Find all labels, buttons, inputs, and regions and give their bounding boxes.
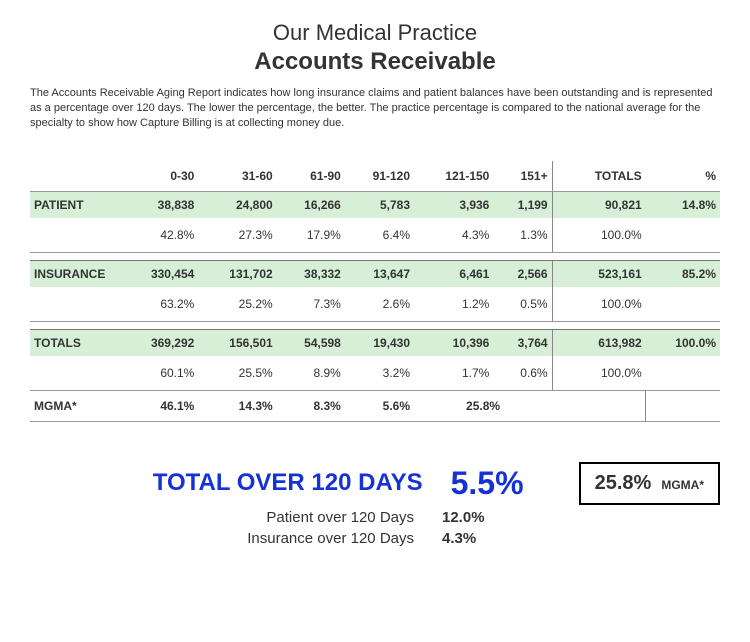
totals-pct-row: 60.1% 25.5% 8.9% 3.2% 1.7% 0.6% 100.0% (30, 356, 720, 391)
patient-label: PATIENT (30, 191, 120, 218)
totals-values-row: TOTALS 369,292 156,501 54,598 19,430 10,… (30, 329, 720, 356)
mgma-row: MGMA* 46.1% 14.3% 8.3% 5.6% 25.8% (30, 390, 720, 421)
col-pct: % (646, 161, 720, 192)
total-over-120-value: 5.5% (451, 465, 561, 502)
insurance-label: INSURANCE (30, 260, 120, 287)
col-151plus: 151+ (493, 161, 552, 192)
mgma-compare-value: 25.8% (595, 472, 652, 495)
mgma-compare-label: MGMA* (661, 478, 704, 492)
summary-block: TOTAL OVER 120 DAYS 5.5% 25.8% MGMA* Pat… (30, 462, 720, 547)
insurance-pct-row: 63.2% 25.2% 7.3% 2.6% 1.2% 0.5% 100.0% (30, 287, 720, 322)
col-totals: TOTALS (552, 161, 646, 192)
report-description: The Accounts Receivable Aging Report ind… (30, 86, 720, 131)
col-61-90: 61-90 (277, 161, 345, 192)
report-title: Accounts Receivable (30, 48, 720, 76)
table-header-row: 0-30 31-60 61-90 91-120 121-150 151+ TOT… (30, 161, 720, 192)
mgma-label: MGMA* (30, 390, 120, 421)
mgma-compare-box: 25.8% MGMA* (579, 462, 720, 505)
col-31-60: 31-60 (198, 161, 276, 192)
col-0-30: 0-30 (120, 161, 198, 192)
patient-over-120-value: 12.0% (442, 509, 552, 526)
ar-aging-table: 0-30 31-60 61-90 91-120 121-150 151+ TOT… (30, 161, 720, 422)
patient-pct-row: 42.8% 27.3% 17.9% 6.4% 4.3% 1.3% 100.0% (30, 218, 720, 253)
col-121-150: 121-150 (414, 161, 493, 192)
insurance-over-120-label: Insurance over 120 Days (30, 530, 424, 547)
totals-label: TOTALS (30, 329, 120, 356)
patient-over-120-label: Patient over 120 Days (30, 509, 424, 526)
insurance-values-row: INSURANCE 330,454 131,702 38,332 13,647 … (30, 260, 720, 287)
practice-name: Our Medical Practice (30, 20, 720, 46)
total-over-120-label: TOTAL OVER 120 DAYS (30, 469, 433, 497)
col-blank (30, 161, 120, 192)
insurance-over-120-value: 4.3% (442, 530, 552, 547)
col-91-120: 91-120 (345, 161, 414, 192)
patient-values-row: PATIENT 38,838 24,800 16,266 5,783 3,936… (30, 191, 720, 218)
report-header: Our Medical Practice Accounts Receivable (30, 20, 720, 76)
